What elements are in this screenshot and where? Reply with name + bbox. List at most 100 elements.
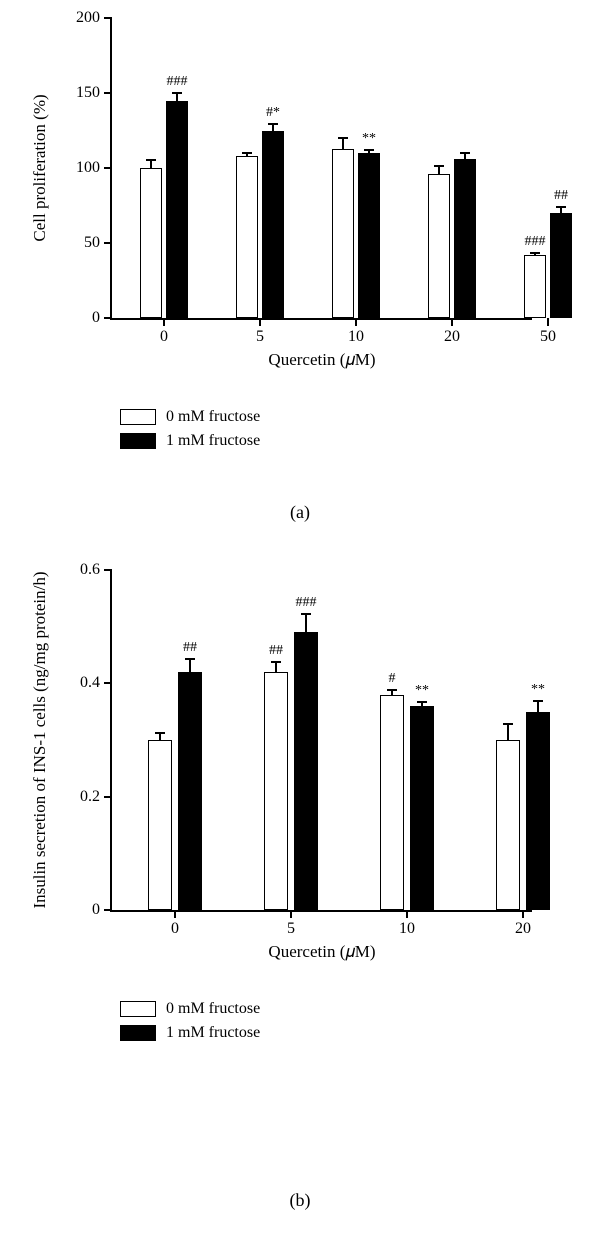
error-bar [537,700,539,711]
significance-label: ### [525,234,546,250]
x-tick [406,910,408,918]
x-tick-label: 0 [171,920,179,938]
y-tick-label: 0 [92,901,100,919]
significance-label: #* [266,105,280,121]
x-tick-label: 50 [540,328,556,346]
x-tick [547,318,549,326]
y-axis-title: Insulin secretion of INS-1 cells (ng/mg … [30,571,50,908]
error-bar [464,152,466,160]
error-bar [560,206,562,214]
x-tick-label: 5 [256,328,264,346]
legend-label: 1 mM fructose [166,1024,260,1042]
error-bar [342,137,344,149]
x-tick [163,318,165,326]
error-bar [176,92,178,101]
legend-swatch [120,1001,156,1017]
legend-label: 0 mM fructose [166,408,260,426]
significance-label: # [389,671,396,687]
error-bar [305,613,307,633]
bar [410,706,434,910]
x-tick-label: 5 [287,920,295,938]
y-tick-label: 0 [92,309,100,327]
y-tick-label: 50 [84,234,100,252]
y-tick-label: 0.4 [80,674,100,692]
y-axis-title: Cell proliferation (%) [30,94,50,241]
error-bar [189,658,191,672]
x-tick-label: 0 [160,328,168,346]
x-tick [290,910,292,918]
y-tick [104,569,112,571]
legend-swatch [120,1025,156,1041]
bar [178,672,202,910]
bar [550,213,572,318]
error-bar [421,701,423,706]
error-bar [150,159,152,168]
x-tick [522,910,524,918]
bar [332,149,354,319]
plot-area: 00.20.40.6Insulin secretion of INS-1 cel… [110,570,532,912]
bar [148,740,172,910]
bar [428,174,450,318]
significance-label: ** [362,131,376,147]
legend-item: 1 mM fructose [120,432,260,450]
panel-b: 00.20.40.6Insulin secretion of INS-1 cel… [0,560,600,910]
error-bar [246,152,248,157]
x-tick-label: 10 [348,328,364,346]
error-bar [534,252,536,255]
legend-item: 0 mM fructose [120,408,260,426]
x-tick [174,910,176,918]
legend-label: 1 mM fructose [166,432,260,450]
x-tick [259,318,261,326]
x-tick-label: 20 [444,328,460,346]
significance-label: ### [296,595,317,611]
legend-label: 0 mM fructose [166,1000,260,1018]
plot-area: 050100150200Cell proliferation (%)0###5#… [110,18,532,320]
significance-label: ### [167,74,188,90]
legend-item: 0 mM fructose [120,1000,260,1018]
caption-a: (a) [290,502,310,523]
error-bar [159,732,161,741]
x-tick-label: 10 [399,920,415,938]
error-bar [507,723,509,740]
y-tick [104,242,112,244]
caption-b: (b) [290,1190,311,1211]
bar [454,159,476,318]
page: 050100150200Cell proliferation (%)0###5#… [0,0,600,1236]
y-tick-label: 100 [76,159,100,177]
bar [262,131,284,319]
significance-label: ## [269,643,283,659]
panel-a: 050100150200Cell proliferation (%)0###5#… [0,8,600,318]
bar [166,101,188,319]
significance-label: ** [415,683,429,699]
legend-item: 1 mM fructose [120,1024,260,1042]
x-tick [355,318,357,326]
legend: 0 mM fructose 1 mM fructose [120,408,260,456]
y-tick [104,682,112,684]
y-tick-label: 200 [76,9,100,27]
bar [380,695,404,910]
legend-swatch [120,409,156,425]
bar [264,672,288,910]
bar [358,153,380,318]
x-tick [451,318,453,326]
bar [496,740,520,910]
y-tick-label: 0.6 [80,561,100,579]
x-axis-title: Quercetin (𝜇M) [268,350,375,370]
y-tick-label: 0.2 [80,788,100,806]
y-tick [104,167,112,169]
y-tick-label: 150 [76,84,100,102]
error-bar [391,689,393,695]
significance-label: ** [531,682,545,698]
error-bar [438,165,440,174]
y-tick [104,17,112,19]
bar [294,632,318,910]
y-tick [104,796,112,798]
bar [526,712,550,910]
x-tick-label: 20 [515,920,531,938]
error-bar [368,149,370,154]
chart: 00.20.40.6Insulin secretion of INS-1 cel… [110,570,530,910]
error-bar [272,123,274,131]
y-tick [104,92,112,94]
significance-label: ## [554,188,568,204]
bar [236,156,258,318]
